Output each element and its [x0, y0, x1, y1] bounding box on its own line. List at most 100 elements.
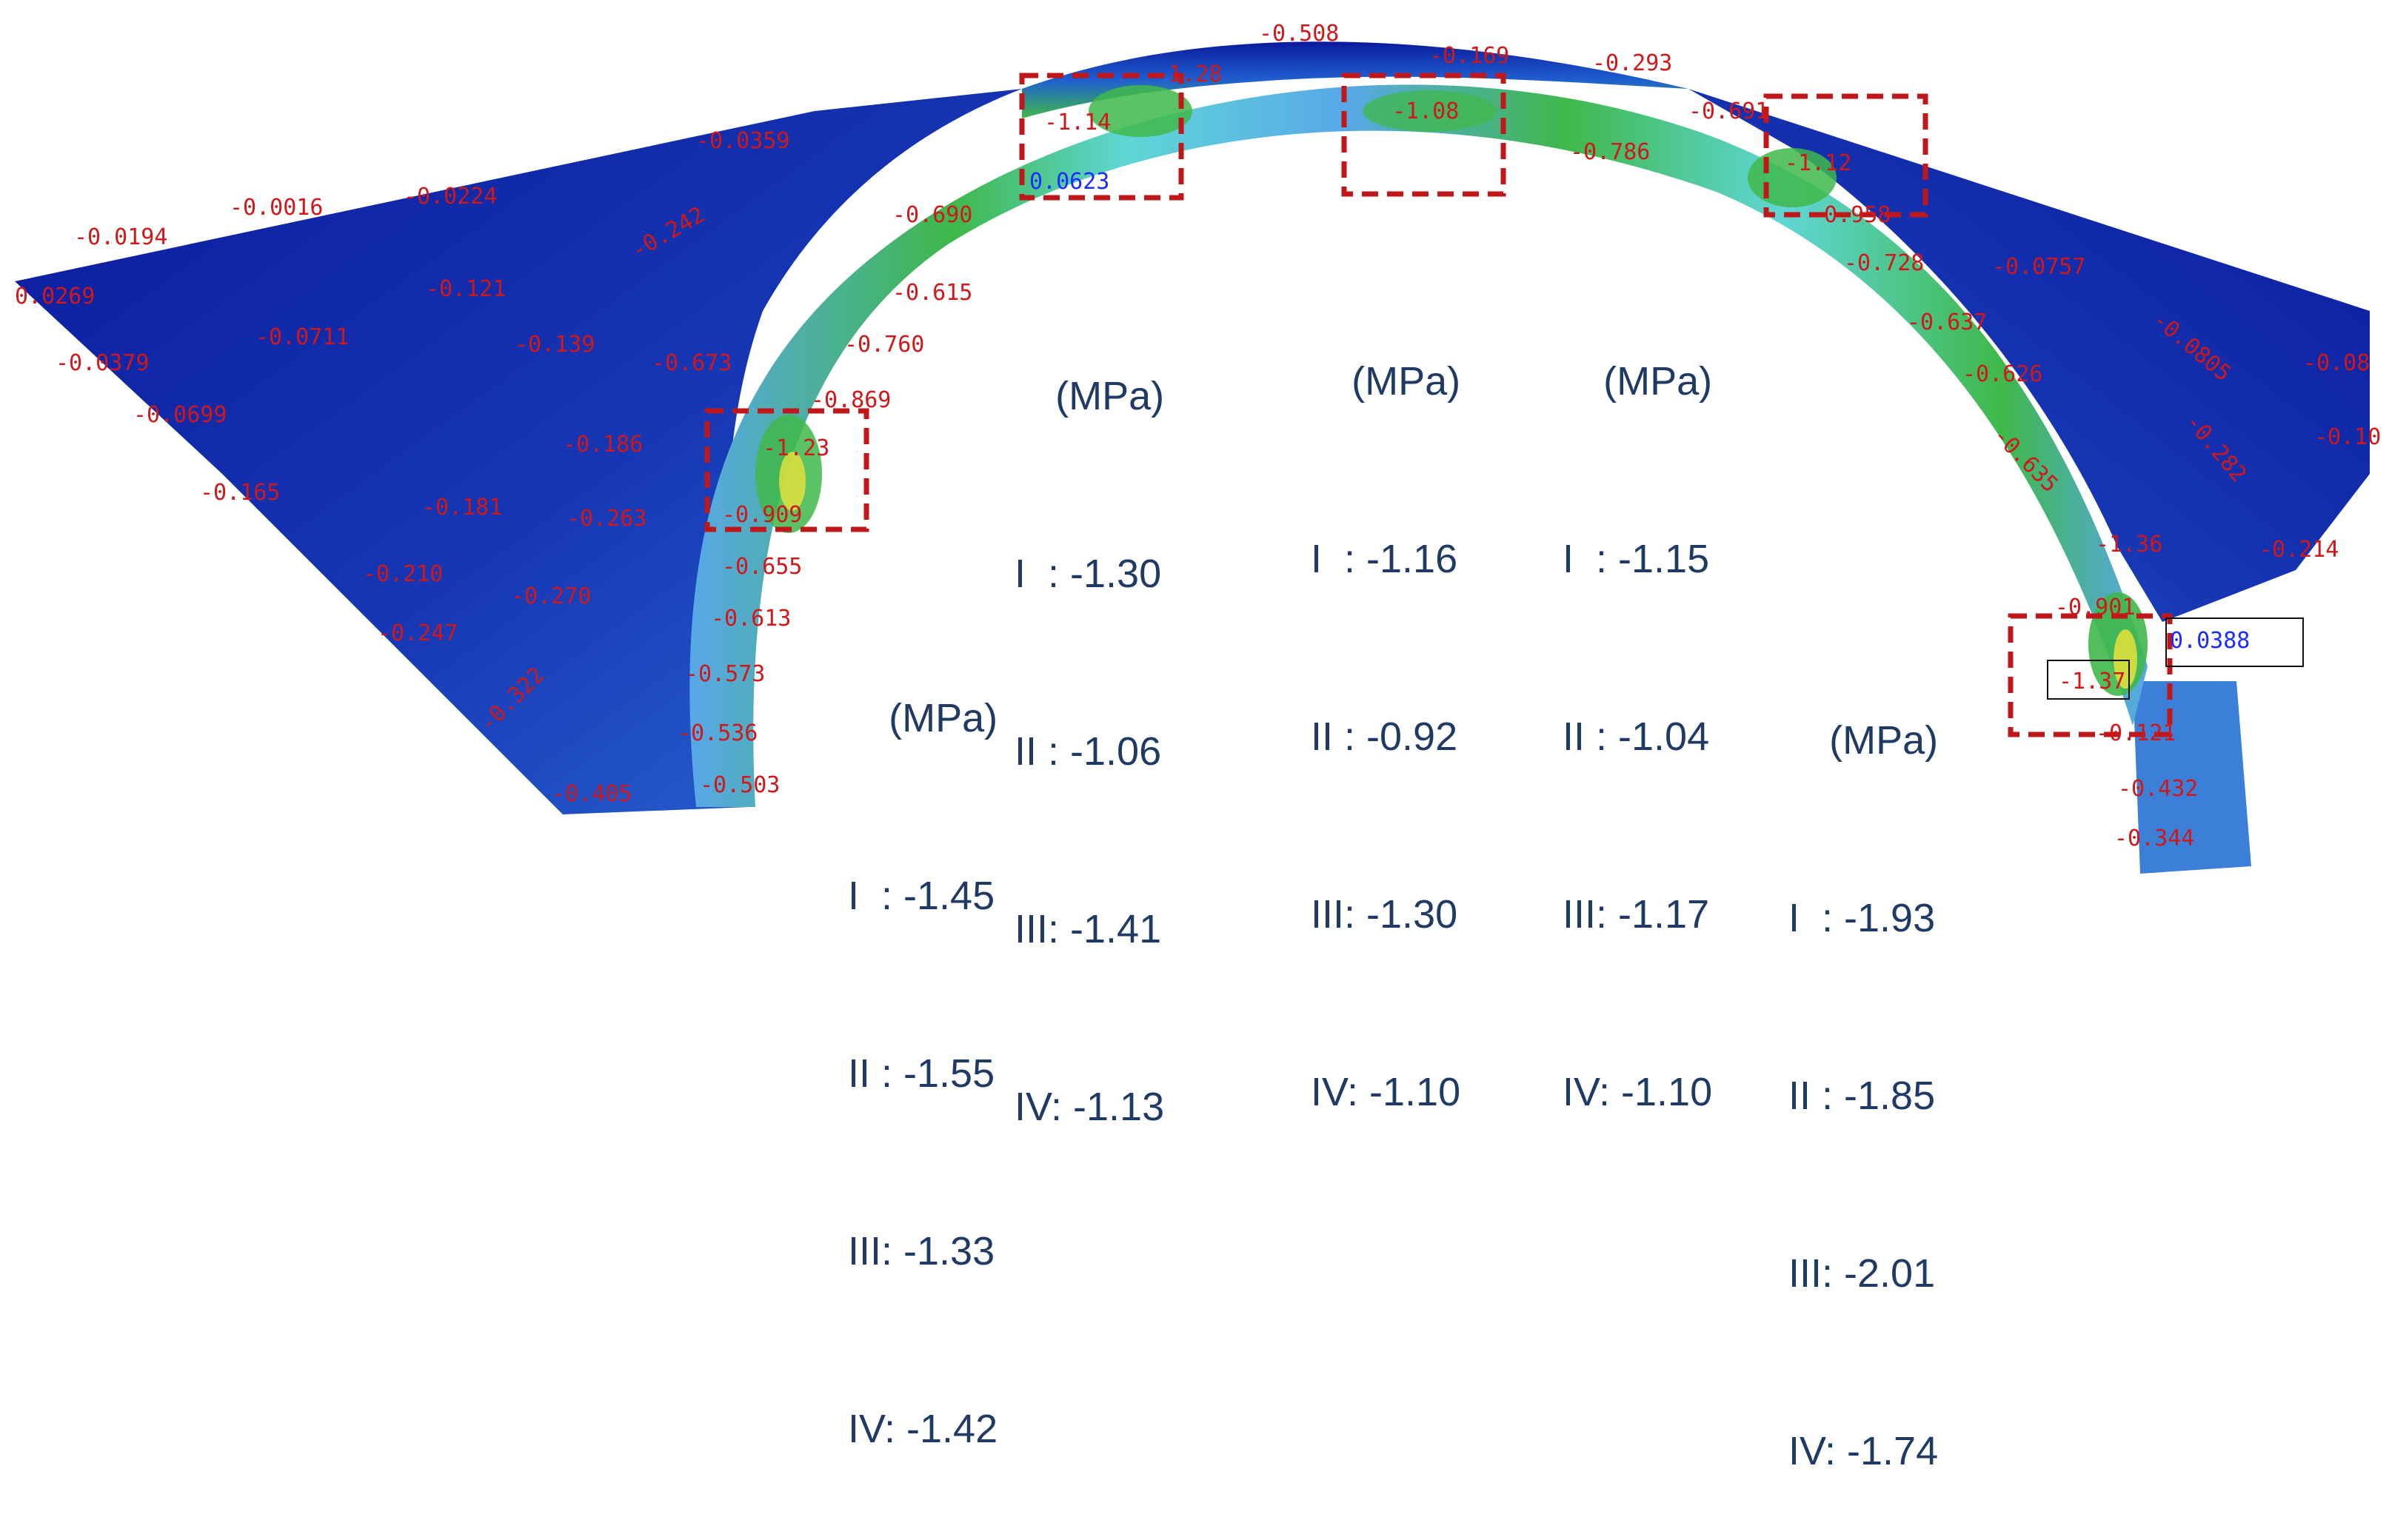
stress-value-label: 0.0269 [15, 284, 95, 309]
annotation-line: IV: -1.10 [1563, 1070, 1713, 1114]
stress-value-label: -0.901 [2055, 595, 2135, 620]
stress-value-label: -0.214 [2259, 537, 2339, 563]
annotation-unit: (MPa) [889, 696, 998, 740]
arch-stress-plot: -0.0194 -0.0016 -0.0224 -0.0359 0.0269 -0.037… [15, 21, 2381, 874]
stress-value-label: -0.139 [515, 332, 595, 358]
hotspot-left-haunch [1089, 85, 1192, 137]
stress-value-label: -0.432 [2118, 776, 2198, 802]
annotation-line: III: -1.33 [848, 1229, 995, 1273]
stress-value-label: -0.691 [1688, 98, 1768, 124]
stress-value-label: -0.503 [700, 772, 780, 798]
stress-value-label: -0.958 [1811, 202, 1891, 228]
annotation-unit: (MPa) [1351, 359, 1461, 404]
stress-value-label: -0.263 [567, 506, 646, 532]
stress-value-label: -0.626 [1962, 361, 2042, 387]
probe-box-right-2 [2165, 617, 2304, 667]
stress-value-label: -0.0194 [74, 224, 167, 250]
callout-box-left-springing [704, 408, 869, 532]
annotation-left-springing: (MPa) I : -1.45 II : -1.55 III: -1.33 IV… [848, 570, 998, 1518]
stress-value-label: -0.760 [844, 332, 924, 358]
stress-value-label: -0.615 [892, 280, 972, 306]
annotation-unit: (MPa) [1055, 374, 1165, 418]
annotation-line: I : -1.93 [1788, 896, 1936, 940]
stress-value-label: -1.28 [1155, 61, 1222, 87]
stress-value-label: -0.210 [363, 561, 443, 587]
stress-contour-figure: -0.0194 -0.0016 -0.0224 -0.0359 0.0269 -0.037… [15, 21, 2381, 1473]
left-abutment-region [15, 89, 1022, 814]
annotation-line: III: -1.17 [1563, 892, 1710, 937]
right-abutment-region [1688, 89, 2370, 622]
annotation-right-haunch: (MPa) I : -1.15 II : -1.04 III: -1.17 IV… [1563, 233, 1712, 1181]
stress-value-label: -0.270 [511, 583, 591, 609]
crown-region [1022, 41, 1688, 118]
stress-value-label-blue: 0.0623 [1029, 169, 1109, 195]
stress-value-label: -0.613 [711, 606, 791, 632]
hotspot-crown [1363, 90, 1496, 132]
stress-value-label: -0.573 [685, 661, 765, 687]
stress-value-label: -0.0379 [56, 350, 149, 376]
stress-value-label: -0.655 [722, 554, 802, 580]
annotation-line: II : -1.06 [1015, 729, 1162, 774]
stress-label-layer: -0.0194 -0.0016 -0.0224 -0.0359 0.0269 -0.037… [15, 21, 2381, 851]
stress-value-label: -0.247 [378, 620, 458, 646]
stress-value-label: -1.23 [763, 435, 829, 461]
annotation-right-springing: (MPa) I : -1.93 II : -1.85 III: -2.01 IV… [1788, 592, 1938, 1540]
callout-box-right-springing [2008, 613, 2173, 737]
annotation-line: I : -1.15 [1563, 537, 1710, 581]
annotation-line: III: -2.01 [1788, 1251, 1936, 1296]
stress-value-label: -1.08 [1392, 98, 1459, 124]
annotation-line: IV: -1.10 [1311, 1070, 1461, 1114]
stress-value-label: -0.344 [2114, 826, 2194, 851]
callout-box-right-haunch [1763, 93, 1928, 218]
stress-value-label: -0.508 [1259, 21, 1339, 47]
annotation-crown: (MPa) I : -1.16 II : -0.92 III: -1.30 IV… [1311, 233, 1460, 1181]
callout-box-crown [1341, 73, 1506, 197]
stress-value-label: -0.293 [1592, 50, 1672, 76]
stress-value-label: -0.0757 [1992, 254, 2085, 280]
stress-value-label: -0.786 [1570, 139, 1650, 165]
stress-value-label: -0.0224 [404, 184, 497, 210]
annotation-unit: (MPa) [1829, 718, 1939, 763]
stress-value-label: -0.121 [2096, 720, 2176, 746]
right-pier-region [2133, 681, 2251, 874]
stress-value-label: -0.169 [1429, 43, 1509, 69]
stress-value-label: -1.37 [2059, 669, 2125, 694]
hotspot-right-springing-core [2114, 629, 2137, 689]
stress-value-label: -0.673 [652, 350, 732, 376]
annotation-line: II : -1.55 [848, 1051, 995, 1096]
hotspot-left-springing-core [779, 452, 806, 511]
stress-value-label: -1.14 [1044, 110, 1111, 135]
stress-value-label: -0.10 [2314, 424, 2381, 450]
stress-value-label: -0.186 [563, 432, 643, 458]
stress-value-label: -0.0016 [230, 195, 323, 221]
stress-value-label: -0.909 [722, 502, 802, 528]
stress-value-label-blue: 0.0388 [2170, 628, 2250, 654]
callout-box-left-haunch [1019, 73, 1184, 201]
stress-value-label: -0.869 [811, 387, 891, 413]
hotspot-right-haunch [1748, 148, 1837, 207]
annotation-line: III: -1.30 [1311, 892, 1458, 937]
stress-value-label: -0.0699 [133, 402, 227, 428]
annotation-line: I : -1.45 [848, 874, 995, 918]
stress-value-label: -1.36 [2096, 532, 2162, 558]
stress-value-label: -0.728 [1844, 250, 1924, 276]
stress-value-label: -0.08 [2303, 350, 2370, 376]
annotation-line: II : -0.92 [1311, 714, 1458, 759]
annotation-line: IV: -1.42 [848, 1407, 998, 1451]
stress-value-label: -0.121 [426, 276, 506, 302]
annotation-line: II : -1.04 [1563, 714, 1710, 759]
stress-value-label: -0.0359 [696, 128, 789, 154]
stress-value-label: -0.690 [892, 202, 972, 228]
stress-value-label: -1.12 [1785, 150, 1851, 176]
annotation-line: II : -1.85 [1788, 1074, 1936, 1118]
annotation-unit: (MPa) [1603, 359, 1713, 404]
annotation-line: IV: -1.74 [1788, 1429, 1939, 1473]
annotation-left-haunch: (MPa) I : -1.30 II : -1.06 III: -1.41 IV… [1015, 248, 1164, 1196]
annotation-line: I : -1.30 [1015, 552, 1162, 596]
annotation-line: IV: -1.13 [1015, 1085, 1165, 1129]
stress-value-label: -0.536 [678, 720, 758, 746]
stress-value-label: -0.165 [200, 480, 280, 506]
stress-value-label: -0.637 [1907, 309, 1987, 335]
annotation-line: III: -1.41 [1015, 907, 1162, 951]
stress-value-label: -0.181 [422, 495, 502, 520]
